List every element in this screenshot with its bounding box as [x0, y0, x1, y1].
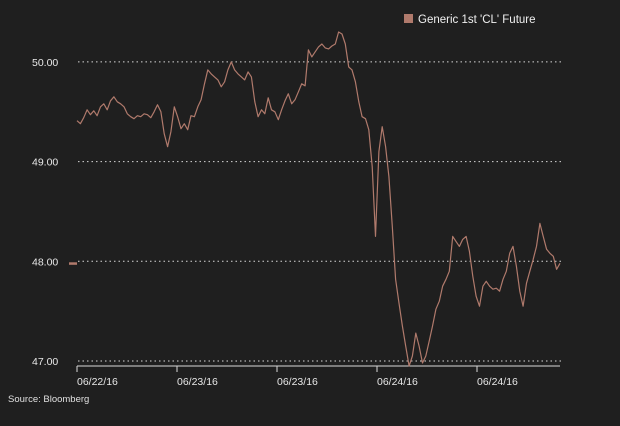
x-tick-label: 06/23/16	[177, 376, 218, 388]
series-layer	[69, 31, 561, 367]
y-tick-label: 47.00	[32, 356, 58, 368]
y-tick-label: 50.00	[32, 57, 58, 69]
x-tick-label: 06/24/16	[377, 376, 418, 388]
last-value-marker	[69, 262, 77, 265]
x-tick-label: 06/23/16	[277, 376, 318, 388]
source-note: Source: Bloomberg	[8, 394, 89, 405]
legend-label: Generic 1st 'CL' Future	[418, 14, 536, 26]
series-line	[76, 31, 561, 367]
x-axis: 06/22/16 06/23/16 06/23/16 06/24/16 06/24/16	[76, 365, 560, 388]
y-tick-label: 49.00	[32, 157, 58, 169]
x-tick-label: 06/24/16	[477, 376, 518, 388]
legend: Generic 1st 'CL' Future	[404, 14, 536, 26]
y-tick-label: 48.00	[32, 256, 58, 268]
grid	[78, 61, 562, 362]
y-axis: 50.00 49.00 48.00 47.00	[32, 57, 58, 368]
legend-swatch	[404, 14, 413, 23]
x-tick-label: 06/22/16	[77, 376, 118, 388]
